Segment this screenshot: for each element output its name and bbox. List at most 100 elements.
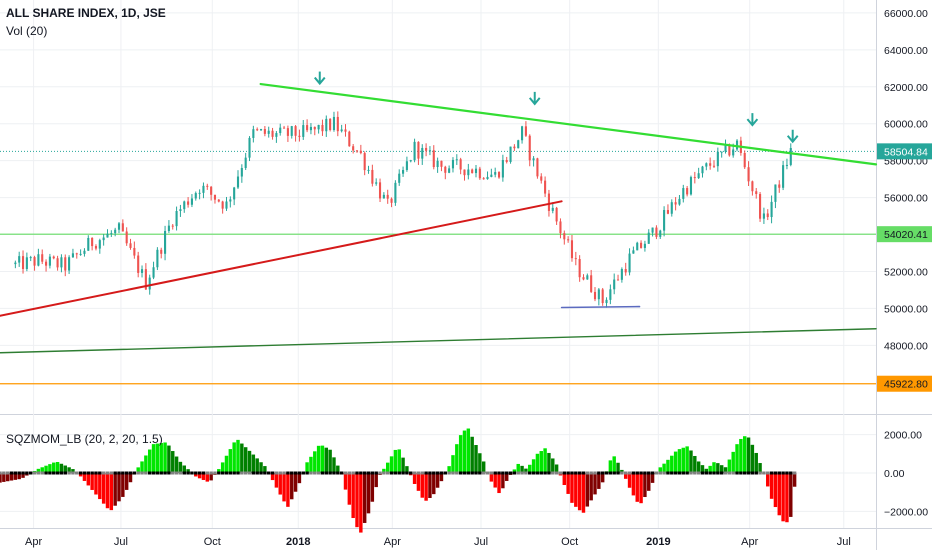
candle-body [597, 289, 600, 300]
squeeze-dot [151, 471, 156, 475]
squeeze-dot [59, 471, 64, 475]
momentum-bar [539, 451, 543, 473]
time-tick-label: 2019 [646, 536, 670, 548]
squeeze-dot [270, 471, 275, 475]
candle-body [194, 193, 197, 199]
candle-body [474, 168, 478, 174]
squeeze-dot [67, 471, 71, 475]
candle-body [555, 207, 558, 222]
momentum-bar [374, 473, 378, 488]
candle-body [455, 159, 458, 161]
squeeze-dot [163, 471, 167, 475]
candle-body [198, 192, 201, 194]
candle-body [766, 213, 769, 218]
candle-body [37, 254, 40, 266]
candle-body [64, 257, 67, 271]
candle-body [355, 150, 359, 152]
momentum-bar [270, 473, 275, 481]
main-legend: ALL SHARE INDEX, 1D, JSE Vol (20) [6, 6, 166, 38]
pane-separator [0, 414, 932, 415]
squeeze-dot [600, 471, 605, 475]
momentum-bar [293, 473, 298, 492]
candle-body [110, 233, 113, 235]
candle-body [133, 247, 136, 256]
momentum-bar [155, 443, 160, 473]
squeeze-dot [21, 471, 25, 475]
squeeze-dot [432, 471, 436, 475]
momentum-bar [101, 473, 106, 504]
momentum-bar [535, 453, 540, 473]
candle-body [735, 140, 739, 150]
squeeze-dot [462, 471, 467, 475]
candle-body [436, 160, 439, 168]
candle-body [398, 173, 401, 183]
squeeze-dot [278, 471, 282, 475]
candle-body [624, 269, 627, 273]
time-axis-border [0, 528, 932, 529]
time-axis: Apr Jul Oct 2018 Apr Jul Oct 2019 Apr Jul [25, 536, 851, 548]
squeeze-dot [240, 471, 244, 475]
candle-body [48, 256, 51, 266]
squeeze-dot [297, 471, 302, 475]
candle-body [497, 172, 501, 178]
candle-body [298, 135, 301, 137]
momentum-bar [255, 458, 259, 473]
momentum-bar [777, 473, 781, 516]
squeeze-dot [147, 471, 152, 475]
squeeze-dot [608, 471, 613, 475]
candle-body [152, 267, 155, 278]
candle-body [275, 133, 278, 137]
squeeze-dot [504, 471, 509, 475]
candle-body [344, 129, 347, 132]
squeeze-dot [121, 471, 125, 475]
candle-body [536, 158, 539, 177]
momentum-bar [512, 469, 517, 473]
squeeze-dot [481, 471, 486, 475]
price-tick-label: 56000.00 [884, 193, 928, 205]
candle-body [425, 147, 428, 151]
arrow-head [786, 135, 799, 144]
candle-body [785, 164, 788, 166]
candle-body [202, 185, 205, 193]
candle-body [605, 299, 608, 304]
candle-body [271, 130, 274, 137]
volume-subtitle: Vol (20) [6, 24, 48, 38]
candle-body [689, 177, 693, 195]
squeeze-dot [128, 471, 133, 475]
squeeze-dot [362, 471, 367, 475]
momentum-bar [766, 473, 770, 487]
squeeze-dot [247, 471, 252, 475]
squeeze-dot [286, 471, 290, 475]
squeeze-dot [336, 471, 340, 475]
squeeze-dot [416, 471, 421, 475]
momentum-bar [316, 445, 321, 473]
time-tick-label: Apr [741, 536, 758, 548]
squeeze-dot [9, 471, 14, 475]
candle-body [263, 129, 266, 134]
squeeze-dot [224, 471, 229, 475]
osc-tick-label: −2000.00 [884, 506, 928, 518]
momentum-bar [735, 444, 739, 473]
candle-body [290, 126, 293, 136]
candle-body [593, 291, 597, 300]
reversal-arrows [313, 71, 799, 144]
squeeze-dot [746, 471, 751, 475]
momentum-bar [639, 473, 643, 504]
squeeze-dot [274, 471, 279, 475]
candle-body [129, 243, 132, 248]
momentum-bar [792, 473, 797, 487]
candle-body [751, 181, 754, 192]
squeeze-dot [604, 471, 609, 475]
price-tag-label: 45922.80 [884, 379, 928, 391]
candle-body [428, 150, 431, 152]
momentum-bar [666, 459, 670, 473]
candle-body [117, 223, 121, 230]
candle-body [68, 257, 71, 271]
long-support-dark-green [0, 328, 877, 354]
squeeze-dot [71, 471, 75, 475]
squeeze-dot [689, 471, 693, 475]
candle-body [528, 135, 531, 161]
squeeze-dot [735, 471, 739, 475]
